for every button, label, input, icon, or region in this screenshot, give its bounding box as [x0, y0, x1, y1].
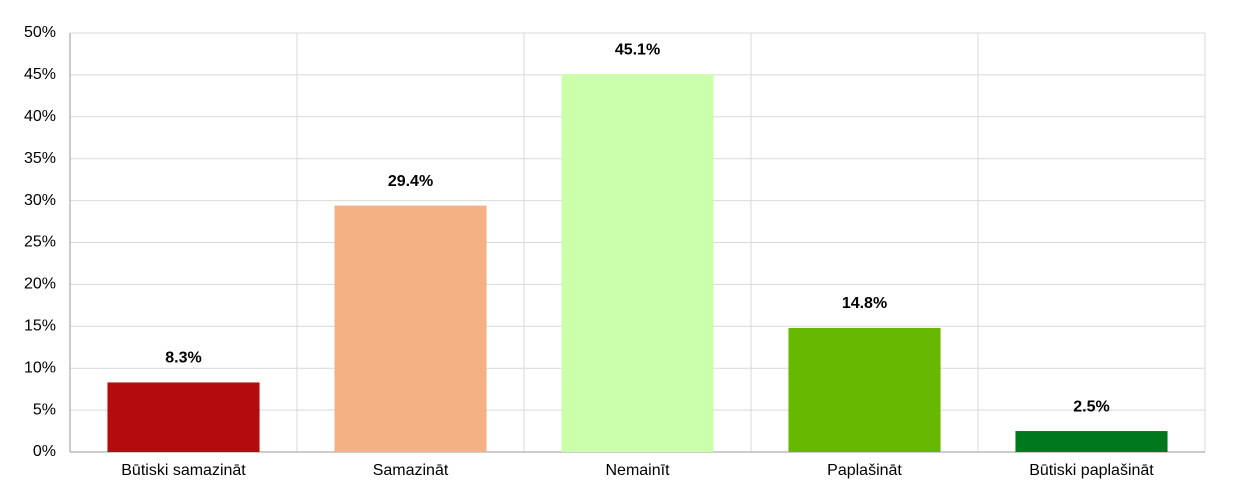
bar	[1015, 431, 1168, 452]
y-tick-label: 0%	[33, 443, 56, 460]
y-tick-label: 10%	[24, 359, 56, 376]
y-tick-label: 35%	[24, 150, 56, 167]
y-tick-label: 15%	[24, 318, 56, 335]
x-tick-label: Būtiski samazināt	[121, 462, 246, 479]
value-label: 29.4%	[388, 173, 433, 190]
y-tick-label: 45%	[24, 66, 56, 83]
y-tick-label: 30%	[24, 192, 56, 209]
y-tick-label: 50%	[24, 24, 56, 41]
bar	[334, 205, 487, 452]
value-label: 45.1%	[615, 41, 660, 58]
value-label: 14.8%	[842, 295, 887, 312]
bar	[107, 382, 260, 452]
value-label: 8.3%	[165, 350, 201, 367]
y-tick-label: 40%	[24, 108, 56, 125]
value-label: 2.5%	[1073, 398, 1109, 415]
bar	[788, 327, 941, 452]
y-tick-label: 5%	[33, 401, 56, 418]
x-tick-label: Samazināt	[373, 462, 449, 479]
x-tick-label: Nemainīt	[605, 462, 670, 479]
x-tick-label: Paplašināt	[827, 462, 902, 479]
bar	[561, 74, 714, 452]
y-tick-label: 25%	[24, 234, 56, 251]
y-tick-label: 20%	[24, 276, 56, 293]
x-tick-label: Būtiski paplašināt	[1029, 462, 1154, 479]
